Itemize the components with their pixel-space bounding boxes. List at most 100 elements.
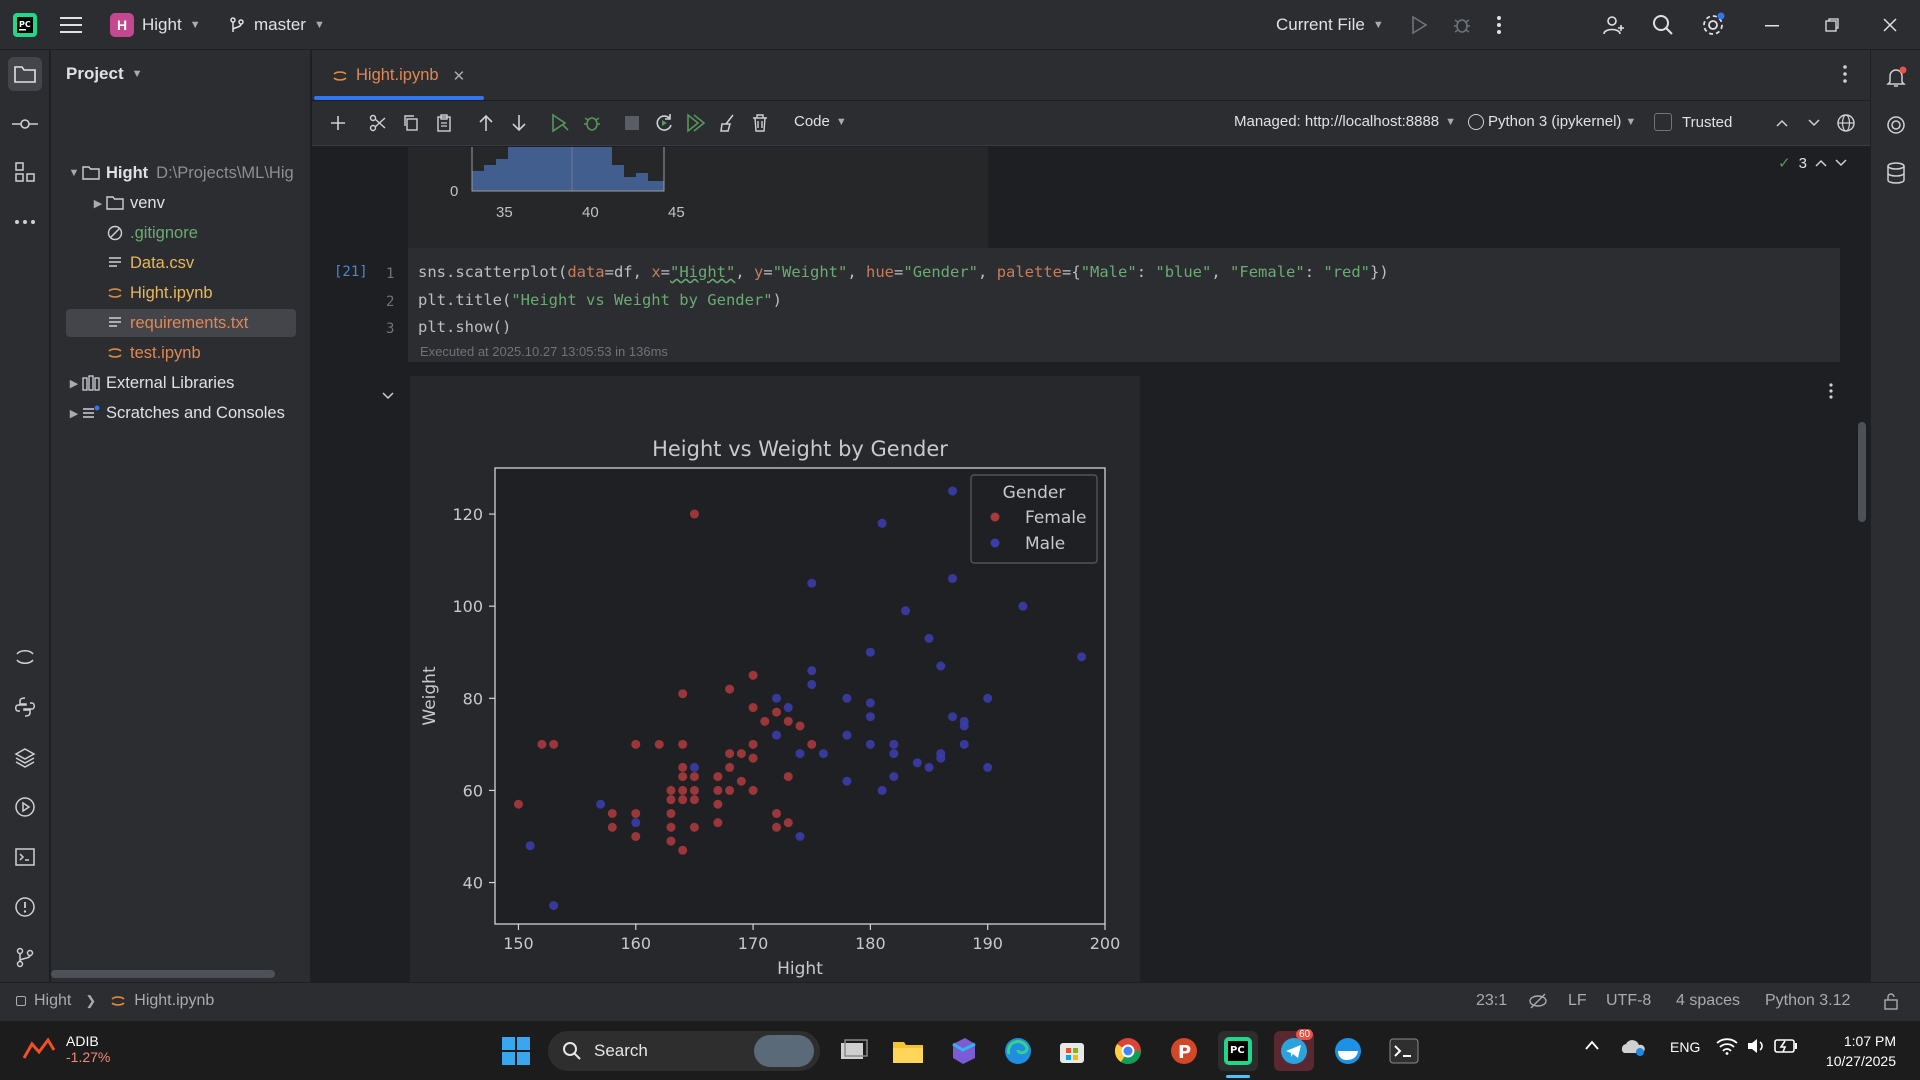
git-icon[interactable] bbox=[8, 940, 42, 974]
telegram-icon[interactable]: 60 bbox=[1274, 1029, 1314, 1071]
tree-item-venv[interactable]: ▶ venv bbox=[51, 189, 310, 217]
trusted-toggle[interactable]: Trusted bbox=[1654, 113, 1732, 131]
pycharm-logo-icon[interactable]: PC bbox=[12, 0, 38, 50]
run-config-selector[interactable]: Current File ▼ bbox=[1276, 0, 1384, 50]
hamburger-menu-icon[interactable] bbox=[60, 0, 82, 50]
m365-icon[interactable] bbox=[944, 1031, 984, 1071]
code-line-2[interactable]: plt.title("Height vs Weight by Gender") bbox=[418, 291, 782, 309]
paste-icon[interactable] bbox=[430, 109, 458, 137]
inspections-widget[interactable]: ✓ 3 bbox=[1778, 154, 1847, 172]
move-up-icon[interactable] bbox=[472, 109, 500, 137]
chevron-down-icon[interactable] bbox=[1835, 159, 1847, 167]
debug-cell-icon[interactable] bbox=[578, 109, 606, 137]
database-icon[interactable] bbox=[1879, 156, 1913, 190]
interpreter[interactable]: Python 3.12 bbox=[1765, 992, 1851, 1009]
cut-icon[interactable] bbox=[364, 109, 392, 137]
stop-icon[interactable] bbox=[618, 109, 646, 137]
stock-widget[interactable]: ADIB -1.27% bbox=[22, 1033, 110, 1065]
file-encoding[interactable]: UTF-8 bbox=[1606, 992, 1652, 1009]
project-panel-title[interactable]: Project ▼ bbox=[66, 64, 143, 84]
run-all-icon[interactable] bbox=[682, 109, 710, 137]
battery-icon[interactable] bbox=[1774, 1038, 1798, 1054]
tree-item-test-ipynb[interactable]: test.ipynb bbox=[51, 339, 310, 367]
more-vert-icon[interactable] bbox=[1842, 64, 1848, 84]
tree-root[interactable]: ▼ Hight D:\Projects\ML\Hig bbox=[51, 159, 310, 187]
pycharm-taskbar-icon[interactable]: PC bbox=[1218, 1031, 1258, 1071]
search-icon[interactable] bbox=[1651, 0, 1675, 50]
close-icon[interactable] bbox=[1866, 0, 1914, 50]
kernel-selector[interactable]: Python 3 (ipykernel) ▼ bbox=[1468, 113, 1636, 130]
horizontal-scrollbar[interactable] bbox=[51, 970, 275, 978]
line-separator[interactable]: LF bbox=[1568, 992, 1587, 1009]
clear-outputs-icon[interactable] bbox=[714, 109, 742, 137]
layers-icon[interactable] bbox=[8, 740, 42, 774]
tree-item-hight-ipynb[interactable]: Hight.ipynb bbox=[51, 279, 310, 307]
problems-icon[interactable] bbox=[8, 890, 42, 924]
more-horiz-icon[interactable] bbox=[8, 205, 42, 239]
settings-icon[interactable] bbox=[1700, 0, 1726, 50]
code-line-1[interactable]: sns.scatterplot(data=df, x="Hight", y="W… bbox=[418, 263, 1389, 281]
chevron-up-icon[interactable] bbox=[1815, 159, 1827, 167]
delete-cell-icon[interactable] bbox=[746, 109, 774, 137]
chevron-up-icon[interactable] bbox=[1768, 109, 1796, 137]
output-more-icon[interactable] bbox=[1828, 382, 1834, 400]
run-cell-icon[interactable] bbox=[546, 109, 574, 137]
file-explorer-icon[interactable] bbox=[888, 1031, 928, 1071]
tree-item-requirements[interactable]: requirements.txt bbox=[66, 309, 296, 337]
python-console-icon[interactable] bbox=[8, 690, 42, 724]
powerpoint-icon[interactable]: P bbox=[1164, 1031, 1204, 1071]
lock-icon[interactable] bbox=[1882, 992, 1900, 1010]
tree-item-scratches[interactable]: ▶ Scratches and Consoles bbox=[51, 399, 310, 427]
structure-icon[interactable] bbox=[8, 155, 42, 189]
more-vert-icon[interactable] bbox=[1496, 0, 1502, 50]
tree-item-gitignore[interactable]: .gitignore bbox=[51, 219, 310, 247]
globe-icon[interactable] bbox=[1832, 109, 1860, 137]
ai-assistant-icon[interactable] bbox=[1879, 108, 1913, 142]
clock[interactable]: 1:07 PM 10/27/2025 bbox=[1808, 1031, 1896, 1071]
server-selector[interactable]: Managed: http://localhost:8888 ▼ bbox=[1234, 113, 1456, 130]
code-line-3[interactable]: plt.show() bbox=[418, 318, 512, 336]
commit-icon[interactable] bbox=[8, 107, 42, 141]
add-cell-icon[interactable] bbox=[324, 109, 352, 137]
trusted-checkbox[interactable] bbox=[1654, 113, 1672, 131]
indent-setting[interactable]: 4 spaces bbox=[1676, 992, 1741, 1009]
run-icon[interactable] bbox=[1410, 0, 1428, 50]
edge-icon[interactable] bbox=[998, 1031, 1038, 1071]
tab-hight-ipynb[interactable]: Hight.ipynb ✕ bbox=[314, 50, 484, 101]
vertical-scrollbar[interactable] bbox=[1858, 422, 1866, 522]
cell-type-selector[interactable]: Code ▼ bbox=[794, 113, 847, 130]
tree-item-external-libraries[interactable]: ▶ External Libraries bbox=[51, 369, 310, 397]
debug-icon[interactable] bbox=[1452, 0, 1472, 50]
terminal-icon[interactable] bbox=[8, 840, 42, 874]
restart-kernel-icon[interactable] bbox=[650, 109, 678, 137]
branch-switcher[interactable]: master ▼ bbox=[228, 0, 325, 50]
windows-start-icon[interactable] bbox=[496, 1031, 536, 1071]
onedrive-icon[interactable] bbox=[1620, 1037, 1646, 1057]
chevron-down-icon[interactable] bbox=[1800, 109, 1828, 137]
project-switcher[interactable]: H Hight ▼ bbox=[110, 0, 201, 50]
project-folder-icon[interactable] bbox=[8, 57, 42, 91]
task-view-icon[interactable] bbox=[834, 1031, 874, 1071]
copy-icon[interactable] bbox=[397, 109, 425, 137]
volume-icon[interactable] bbox=[1746, 1037, 1766, 1055]
services-icon[interactable] bbox=[8, 790, 42, 824]
tray-overflow-icon[interactable] bbox=[1584, 1039, 1600, 1051]
restore-icon[interactable] bbox=[1808, 0, 1856, 50]
collapse-output-icon[interactable] bbox=[382, 392, 394, 400]
notifications-icon[interactable] bbox=[1879, 60, 1913, 94]
docker-icon[interactable] bbox=[1328, 1031, 1368, 1071]
wifi-icon[interactable] bbox=[1716, 1037, 1738, 1055]
add-user-icon[interactable] bbox=[1602, 0, 1626, 50]
tree-item-data-csv[interactable]: Data.csv bbox=[51, 249, 310, 277]
breadcrumb-file[interactable]: Hight.ipynb bbox=[134, 992, 215, 1009]
taskbar-search[interactable]: Search bbox=[548, 1031, 820, 1071]
caret-position[interactable]: 23:1 bbox=[1476, 992, 1508, 1009]
breadcrumb-project[interactable]: Hight bbox=[34, 992, 72, 1009]
input-language[interactable]: ENG bbox=[1670, 1039, 1701, 1055]
move-down-icon[interactable] bbox=[505, 109, 533, 137]
no-inspections-icon[interactable] bbox=[1528, 992, 1548, 1010]
minimize-icon[interactable] bbox=[1748, 0, 1796, 50]
chrome-icon[interactable] bbox=[1108, 1031, 1148, 1071]
store-icon[interactable] bbox=[1052, 1031, 1092, 1071]
code-cell[interactable]: sns.scatterplot(data=df, x="Hight", y="W… bbox=[408, 248, 1840, 362]
